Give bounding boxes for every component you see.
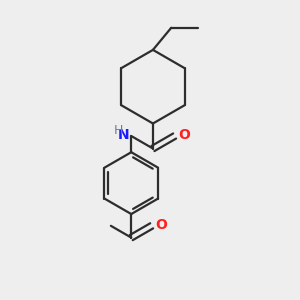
Text: N: N (117, 128, 129, 142)
Text: O: O (155, 218, 167, 232)
Text: O: O (178, 128, 190, 142)
Text: H: H (114, 124, 123, 137)
